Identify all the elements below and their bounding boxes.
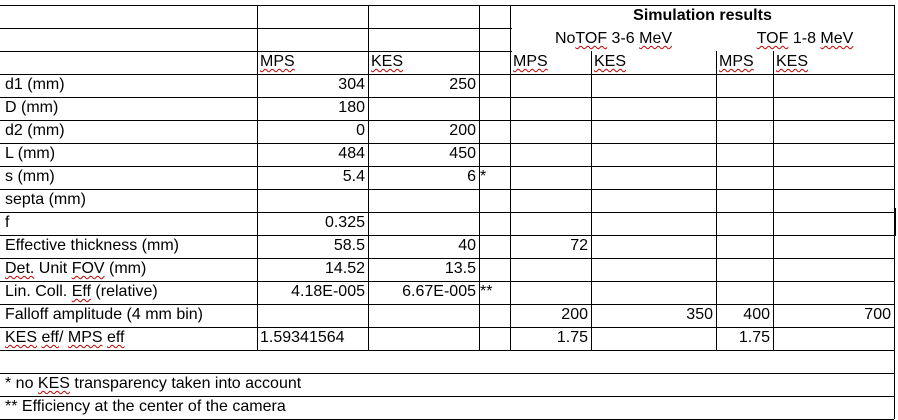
- cell-cursor-marker: [894, 208, 896, 236]
- grid-line: [0, 212, 894, 213]
- cell-L-mps: 484: [338, 145, 365, 162]
- cell-d1-mps: 304: [338, 76, 365, 93]
- cell-d2-mps: 0: [356, 122, 365, 139]
- grid-line: [0, 28, 512, 29]
- notof-group-header: NoTOF 3-6 MeV: [554, 30, 673, 47]
- row-label-d1: d1 (mm): [5, 76, 65, 93]
- cell-d2-kes: 200: [449, 122, 476, 139]
- row-label-D: D (mm): [5, 99, 59, 116]
- grid-line: [479, 5, 480, 350]
- cell-falloff-notof-mps: 200: [561, 306, 588, 323]
- cell-eff-thick-sim-mps: 72: [570, 237, 588, 254]
- footnote-efficiency-center: ** Efficiency at the center of the camer…: [5, 398, 286, 415]
- cell-d1-kes: 250: [449, 76, 476, 93]
- grid-line: [257, 5, 258, 350]
- cell-coll-kes: 6.67E-005: [402, 283, 476, 300]
- cell-s-kes: 6: [467, 168, 476, 185]
- grid-line: [0, 350, 894, 351]
- col-header-tof-kes: KES: [776, 53, 809, 70]
- grid-line: [0, 235, 894, 236]
- row-label-f: f: [5, 214, 10, 231]
- cell-falloff-tof-mps: 400: [743, 306, 770, 323]
- grid-line: [0, 373, 894, 374]
- grid-line: [591, 51, 592, 350]
- grid-line: [510, 5, 511, 350]
- grid-line: [368, 5, 369, 350]
- col-header-mps: MPS: [260, 53, 295, 70]
- col-header-sim-kes: KES: [594, 53, 627, 70]
- cell-s-mps: 5.4: [342, 168, 365, 185]
- row-label-effective-thickness: Effective thickness (mm): [5, 237, 179, 254]
- grid-line: [0, 396, 894, 397]
- simulation-results-title: Simulation results: [633, 7, 772, 24]
- cell-fov-mps: 14.52: [324, 260, 365, 277]
- grid-line: [0, 189, 894, 190]
- cell-s-note: *: [480, 168, 487, 185]
- grid-line: [0, 281, 894, 282]
- row-label-d2: d2 (mm): [5, 122, 65, 139]
- cell-L-kes: 450: [449, 145, 476, 162]
- grid-line: [0, 327, 894, 328]
- grid-line: [773, 51, 774, 350]
- grid-line: [0, 258, 894, 259]
- cell-eff-thick-mps: 58.5: [333, 237, 365, 254]
- grid-line: [0, 166, 894, 167]
- cell-falloff-tof-kes: 700: [864, 306, 891, 323]
- row-label-kes-mps-ratio: KES eff/ MPS eff: [5, 329, 125, 346]
- grid-line: [0, 51, 512, 52]
- col-header-sim-mps: MPS: [513, 53, 548, 70]
- footnote-kes-transparency: * no KES transparency taken into account: [5, 375, 302, 392]
- grid-line: [0, 143, 894, 144]
- cell-coll-note: **: [480, 283, 493, 300]
- cell-ratio-mps: 1.59341564: [260, 329, 345, 346]
- cell-eff-thick-kes: 40: [458, 237, 476, 254]
- grid-line: [0, 97, 894, 98]
- grid-line: [0, 74, 894, 75]
- row-label-falloff: Falloff amplitude (4 mm bin): [5, 306, 203, 323]
- cell-fov-kes: 13.5: [444, 260, 476, 277]
- row-label-septa: septa (mm): [5, 191, 86, 208]
- row-label-L: L (mm): [5, 145, 56, 162]
- grid-line: [716, 51, 717, 350]
- row-label-s: s (mm): [5, 168, 55, 185]
- cell-ratio-tof: 1.75: [738, 329, 770, 346]
- row-label-det-unit-fov: Det. Unit FOV (mm): [5, 260, 147, 277]
- grid-line: [0, 304, 894, 305]
- cell-ratio-notof: 1.75: [556, 329, 588, 346]
- row-label-lin-coll-eff: Lin. Coll. Eff (relative): [5, 283, 158, 300]
- grid-line: [0, 120, 894, 121]
- cell-falloff-notof-kes: 350: [686, 306, 713, 323]
- col-header-kes: KES: [371, 53, 404, 70]
- cell-coll-mps: 4.18E-005: [291, 283, 365, 300]
- tof-group-header: TOF 1-8 MeV: [756, 30, 854, 47]
- col-header-tof-mps: MPS: [719, 53, 754, 70]
- cell-D-mps: 180: [338, 99, 365, 116]
- cell-f-mps: 0.325: [324, 214, 365, 231]
- grid-line: [0, 5, 894, 6]
